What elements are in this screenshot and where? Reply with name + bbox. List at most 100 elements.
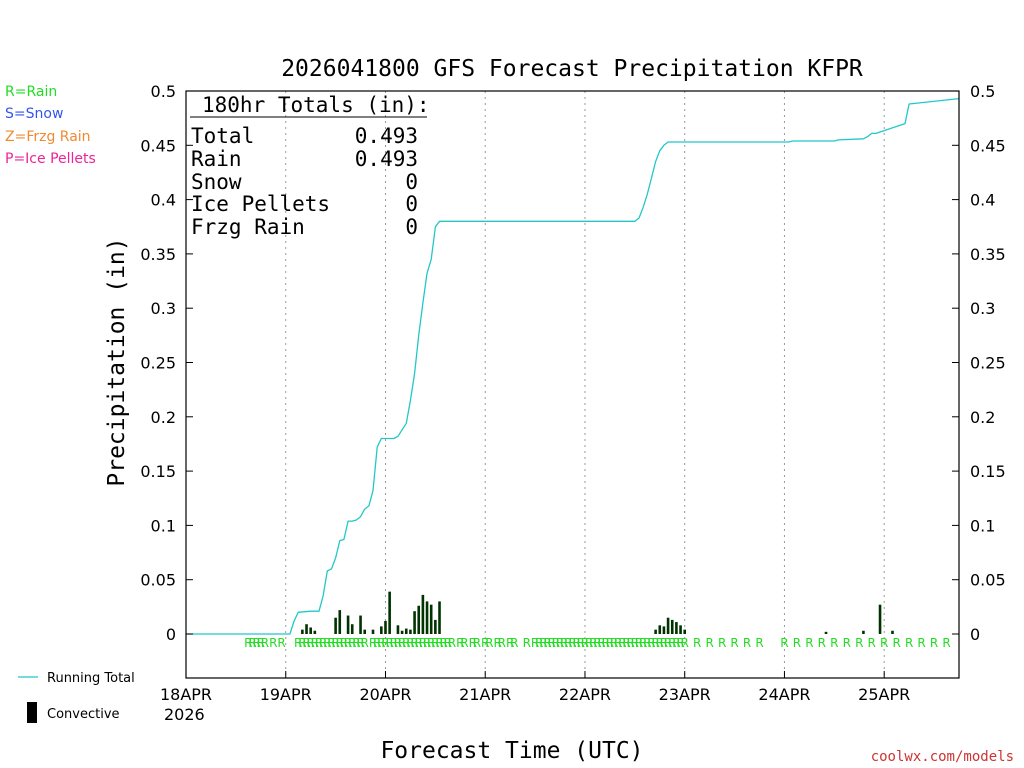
ptype-legend: R=Rain S=Snow Z=Frzg Rain P=Ice Pellets — [5, 84, 96, 167]
convective-bar — [658, 625, 662, 634]
ptype-marker: R — [307, 636, 315, 650]
ptype-marker: R — [543, 636, 551, 650]
y-tick-label-right: 0.3 — [970, 299, 995, 318]
ptype-marker: R — [647, 636, 655, 650]
ptype-marker: R — [373, 636, 381, 650]
credit-link[interactable]: coolwx.com/models — [871, 749, 1014, 765]
ptype-marker: R — [639, 636, 647, 650]
convective-bar — [654, 629, 657, 634]
ptype-marker: R — [298, 636, 306, 650]
ptype-marker: R — [319, 636, 327, 650]
ptype-marker: R — [681, 636, 689, 650]
ptype-marker: R — [402, 636, 410, 650]
ptype-marker: R — [672, 636, 680, 650]
ptype-marker: R — [606, 636, 614, 650]
y-tick-label-right: 0.5 — [970, 82, 995, 101]
ptype-marker: R — [593, 636, 601, 650]
ptype-marker: R — [552, 636, 560, 650]
totals-frzg-label: Frzg Rain — [191, 215, 305, 239]
running-total-series — [186, 97, 960, 635]
ptype-marker: R — [556, 636, 564, 650]
x-tick-label: 18APR — [160, 685, 212, 704]
ptype-marker: R — [568, 636, 576, 650]
ptype-marker: R — [585, 636, 593, 650]
convective-swatch — [27, 702, 37, 723]
ptype-marker: R — [660, 636, 668, 650]
ptype-marker: R — [651, 636, 659, 650]
ptype-marker: R — [843, 636, 851, 650]
year-label: 2026 — [164, 705, 205, 724]
ptype-marker: R — [385, 636, 393, 650]
ptype-marker: R — [535, 636, 543, 650]
convective-bar — [683, 629, 687, 634]
x-axis-label: Forecast Time (UTC) — [380, 738, 643, 764]
x-ticks: 18APR 19APR 20APR 21APR 22APR 23APR 24APR 25APR — [160, 671, 910, 704]
convective-bar — [679, 625, 682, 634]
ptype-marker: R — [427, 636, 435, 650]
ptype-marker: R — [917, 636, 925, 650]
ptype-marker: R — [444, 636, 452, 650]
y-tick-label-right: 0.4 — [970, 191, 995, 210]
ptype-marker: R — [942, 636, 950, 650]
convective-bar — [309, 627, 312, 634]
ptype-marker: R — [340, 636, 348, 650]
ptype-marker: R — [510, 636, 518, 650]
ptype-marker: R — [423, 636, 431, 650]
ptype-marker: R — [494, 636, 502, 650]
convective-bar — [338, 610, 342, 634]
ptype-marker: R — [614, 636, 622, 650]
ptype-marker: R — [244, 636, 252, 650]
ptype-marker: R — [315, 636, 323, 650]
convective-bar — [409, 629, 412, 634]
y-tick-label-right: 0.15 — [970, 462, 1006, 481]
convective-bar — [670, 619, 674, 634]
ptype-marker: R — [498, 636, 506, 650]
ptype-marker: R — [327, 636, 335, 650]
convective-bar — [359, 615, 362, 634]
ptype-marker: R — [394, 636, 402, 650]
totals-snow-value: 0 — [405, 170, 418, 194]
ptype-marker: R — [730, 636, 738, 650]
legend-ice-pellets: P=Ice Pellets — [5, 151, 96, 167]
ptype-marker: R — [398, 636, 406, 650]
ptype-marker: R — [473, 636, 481, 650]
ptype-marker: R — [830, 636, 838, 650]
legend-convective: Convective — [47, 707, 120, 722]
y-tick-label: 0.2 — [151, 408, 176, 427]
convective-bar — [400, 630, 404, 634]
ptype-marker: R — [581, 636, 589, 650]
ptype-marker: R — [577, 636, 585, 650]
ptype-marker: R — [506, 636, 514, 650]
totals-rain-label: Rain — [191, 147, 242, 171]
running-total-line — [186, 97, 960, 635]
ptype-marker: R — [635, 636, 643, 650]
ptype-marker: R — [718, 636, 726, 650]
ptype-marker: R — [456, 636, 464, 650]
chart-title: 2026041800 GFS Forecast Precipitation KF… — [281, 56, 863, 82]
ptype-marker: R — [780, 636, 788, 650]
convective-bar — [301, 629, 304, 634]
y-tick-label-right: 0.45 — [970, 136, 1006, 155]
convective-bar — [305, 624, 308, 634]
ptype-marker: R — [344, 636, 352, 650]
ptype-marker: R — [572, 636, 580, 650]
x-tick-label: 24APR — [758, 685, 810, 704]
convective-bar — [824, 631, 828, 634]
totals-box: 180hr Totals (in): Total 0.493 Rain 0.49… — [190, 93, 430, 239]
ptype-marker: R — [323, 636, 331, 650]
y-tick-label-right: 0 — [970, 625, 980, 644]
ptype-marker: R — [855, 636, 863, 650]
convective-bar — [662, 626, 666, 634]
legend-snow: S=Snow — [5, 106, 63, 122]
convective-bar — [421, 594, 425, 634]
y-tick-label: 0.45 — [140, 136, 176, 155]
y-tick-label-right: 0.25 — [970, 354, 1006, 373]
ptype-marker: R — [880, 636, 888, 650]
convective-bar — [363, 629, 367, 634]
ptype-marker: R — [311, 636, 319, 650]
convective-bar — [350, 624, 354, 634]
convective-bar — [380, 626, 383, 634]
convective-bar — [666, 617, 670, 634]
ptype-marker: R — [643, 636, 651, 650]
